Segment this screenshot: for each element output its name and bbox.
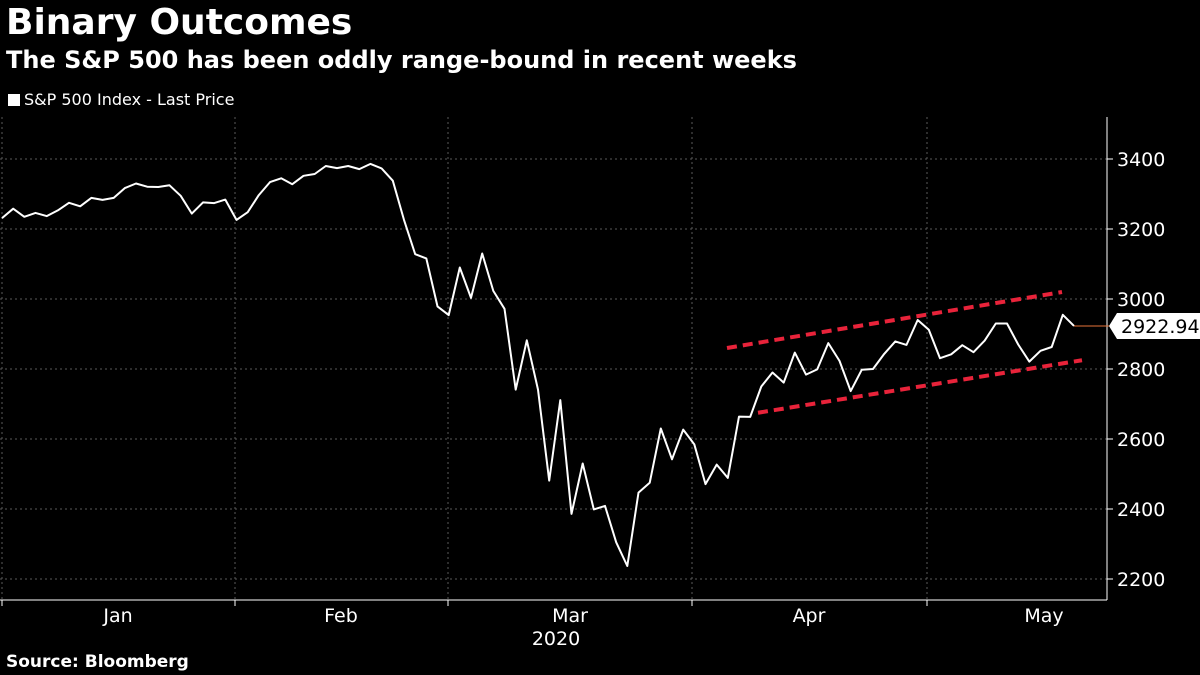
series	[1, 162, 1109, 567]
trend-channel	[726, 290, 1083, 415]
chart-subtitle: The S&P 500 has been oddly range-bound i…	[6, 46, 797, 74]
y-tick-label: 2600	[1117, 429, 1165, 451]
x-year-label: 2020	[532, 628, 580, 650]
x-month-label: Feb	[324, 605, 358, 627]
lower-trend-line	[757, 358, 1083, 415]
chart-title: Binary Outcomes	[6, 2, 353, 43]
x-month-label: Jan	[102, 605, 132, 627]
y-tick-label: 3000	[1117, 289, 1165, 311]
y-tick-label: 2200	[1117, 569, 1165, 591]
y-tick-label: 3400	[1117, 149, 1165, 171]
axes	[0, 117, 1113, 606]
legend: S&P 500 Index - Last Price	[8, 90, 234, 109]
x-month-label: Apr	[793, 605, 826, 627]
legend-label: S&P 500 Index - Last Price	[24, 90, 235, 109]
source-note: Source: Bloomberg	[6, 652, 189, 672]
legend-swatch	[8, 94, 20, 106]
y-tick-label: 2800	[1117, 359, 1165, 381]
axis-labels: 2200 2400 2600 2800 3000 3200 3400 Jan Feb Mar Apr…	[102, 149, 1200, 650]
last-value-box	[1109, 312, 1200, 339]
upper-trend-line	[726, 290, 1063, 350]
x-month-label: Mar	[552, 605, 588, 627]
grid	[0, 117, 1107, 600]
series-line	[1, 162, 1075, 567]
last-value-label: 2922.94	[1121, 316, 1200, 338]
y-tick-label: 3200	[1117, 219, 1165, 241]
x-month-label: May	[1024, 605, 1063, 627]
y-tick-label: 2400	[1117, 499, 1165, 521]
